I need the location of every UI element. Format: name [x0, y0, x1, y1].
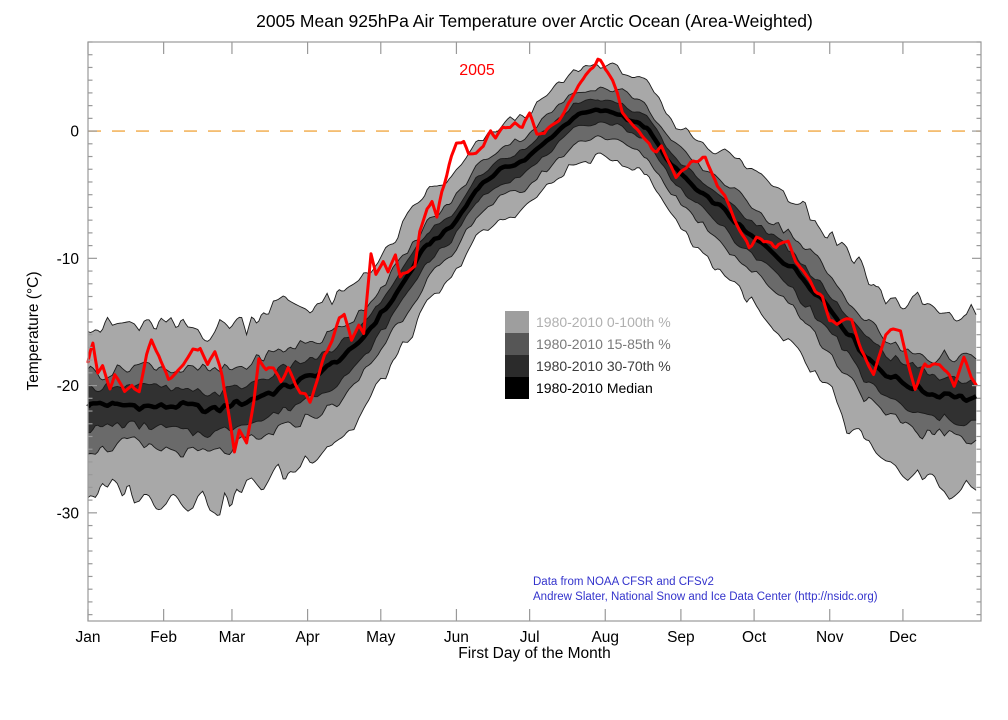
credit-line-2: Andrew Slater, National Snow and Ice Dat…: [533, 591, 878, 603]
x-tick-labels: Jan Feb Mar Apr May Jun Jul Aug Sep Oct Nov Dec: [76, 629, 917, 646]
x-tick-label-nov: Nov: [816, 629, 844, 646]
y-axis-title: Temperature (°C): [25, 271, 42, 391]
legend: 1980-2010 0-100th % 1980-2010 15-85th % 19…: [505, 311, 671, 399]
band-30-70th-lower-edge: [87, 121, 977, 438]
x-tick-label-jul: Jul: [520, 629, 540, 646]
band-0-100th-lower-edge: [87, 152, 977, 516]
x-tick-label-jun: Jun: [444, 629, 469, 646]
legend-label: 1980-2010 15-85th %: [536, 336, 671, 352]
band-30-70th: [88, 99, 977, 438]
legend-item-2: 1980-2010 30-70th %: [505, 355, 671, 377]
legend-swatch: [505, 377, 529, 399]
y-tick-label: -10: [57, 251, 80, 268]
y-tick-label: 0: [70, 124, 79, 141]
x-tick-label-aug: Aug: [591, 629, 619, 646]
y-tick-label: -30: [57, 505, 80, 522]
credit-line-1: Data from NOAA CFSR and CFSv2: [533, 576, 714, 588]
plot-frame: [87, 41, 982, 622]
legend-label: 1980-2010 30-70th %: [536, 358, 671, 374]
x-tick-label-oct: Oct: [742, 629, 767, 646]
x-tick-label-mar: Mar: [219, 629, 246, 646]
credit-text: Data from NOAA CFSR and CFSv2 Andrew Sla…: [533, 575, 878, 605]
y-axis-ticks: [88, 41, 981, 616]
x-tick-label-may: May: [366, 629, 396, 646]
legend-label: 1980-2010 0-100th %: [536, 314, 671, 330]
y-tick-label: -20: [57, 378, 80, 395]
x-tick-label-apr: Apr: [296, 629, 320, 646]
legend-swatch: [505, 333, 529, 355]
median-line: [86, 107, 978, 415]
legend-swatch: [505, 311, 529, 333]
x-tick-label-dec: Dec: [889, 629, 917, 646]
band-15-85th-upper-edge: [87, 86, 977, 381]
line-2005: [86, 57, 978, 454]
x-axis-ticks: [87, 42, 904, 621]
x-tick-label-jan: Jan: [76, 629, 101, 646]
year-2005-annotation: 2005: [459, 62, 495, 79]
legend-swatch: [505, 355, 529, 377]
legend-item-1: 1980-2010 15-85th %: [505, 333, 671, 355]
chart-title: 2005 Mean 925hPa Air Temperature over Ar…: [256, 11, 813, 31]
band-30-70th-upper-edge: [87, 98, 977, 397]
x-tick-label-sep: Sep: [667, 629, 695, 646]
band-0-100th-upper-edge: [87, 62, 977, 342]
x-axis-title: First Day of the Month: [458, 645, 611, 662]
y-tick-labels: 0 -10 -20 -30: [57, 124, 80, 523]
legend-item-0: 1980-2010 0-100th %: [505, 311, 671, 333]
legend-item-3: 1980-2010 Median: [505, 377, 671, 399]
x-tick-label-feb: Feb: [150, 629, 177, 646]
legend-label: 1980-2010 Median: [536, 380, 653, 396]
